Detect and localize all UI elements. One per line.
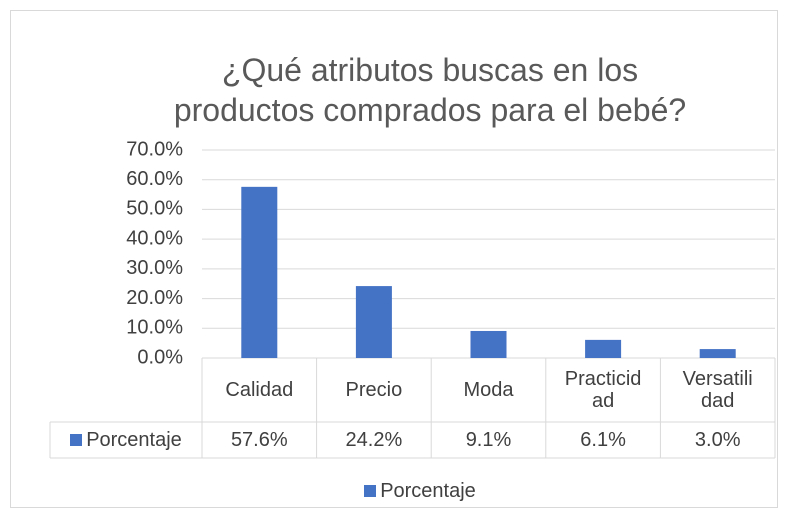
value-label: 24.2% <box>345 429 403 451</box>
x-category-cell: Moda <box>431 358 546 422</box>
chart-title: ¿Qué atributos buscas en los productos c… <box>173 52 687 128</box>
x-tick-label: Calidad <box>225 379 294 401</box>
legend-key <box>364 485 377 497</box>
x-category-cell: Versatilidad <box>660 358 775 422</box>
legend-key <box>70 434 83 446</box>
series-name: Porcentaje <box>86 429 182 451</box>
y-tick-label: 30.0% <box>126 257 183 279</box>
y-tick-label: 50.0% <box>126 198 183 220</box>
value-label: 9.1% <box>465 429 512 451</box>
y-tick-label: 10.0% <box>126 317 183 339</box>
bar <box>355 286 392 358</box>
value-label: 3.0% <box>694 429 741 451</box>
x-tick-label: Versatilidad <box>682 368 753 412</box>
legend: Porcentaje <box>300 478 540 504</box>
value-label: 57.6% <box>230 429 288 451</box>
bar <box>241 186 278 358</box>
y-tick-label: 40.0% <box>126 227 183 249</box>
value-label: 6.1% <box>580 429 626 451</box>
y-tick-label: 20.0% <box>126 287 183 309</box>
x-tick-label: Practicidad <box>564 368 642 412</box>
chart-border <box>10 10 778 508</box>
bar <box>470 330 507 358</box>
y-tick-label: 70.0% <box>126 138 183 160</box>
y-tick-label: 0.0% <box>137 346 183 368</box>
bar <box>585 339 622 358</box>
bar <box>699 349 736 358</box>
legend-label: Porcentaje <box>380 480 476 502</box>
x-tick-label: Moda <box>463 379 514 401</box>
x-category-cell: Calidad <box>202 358 317 422</box>
table-series-label: Porcentaje <box>50 422 202 458</box>
x-tick-label: Precio <box>345 379 403 401</box>
x-category-cell: Precio <box>317 358 432 422</box>
y-tick-label: 60.0% <box>126 168 183 190</box>
x-category-cell: Practicidad <box>546 358 661 422</box>
